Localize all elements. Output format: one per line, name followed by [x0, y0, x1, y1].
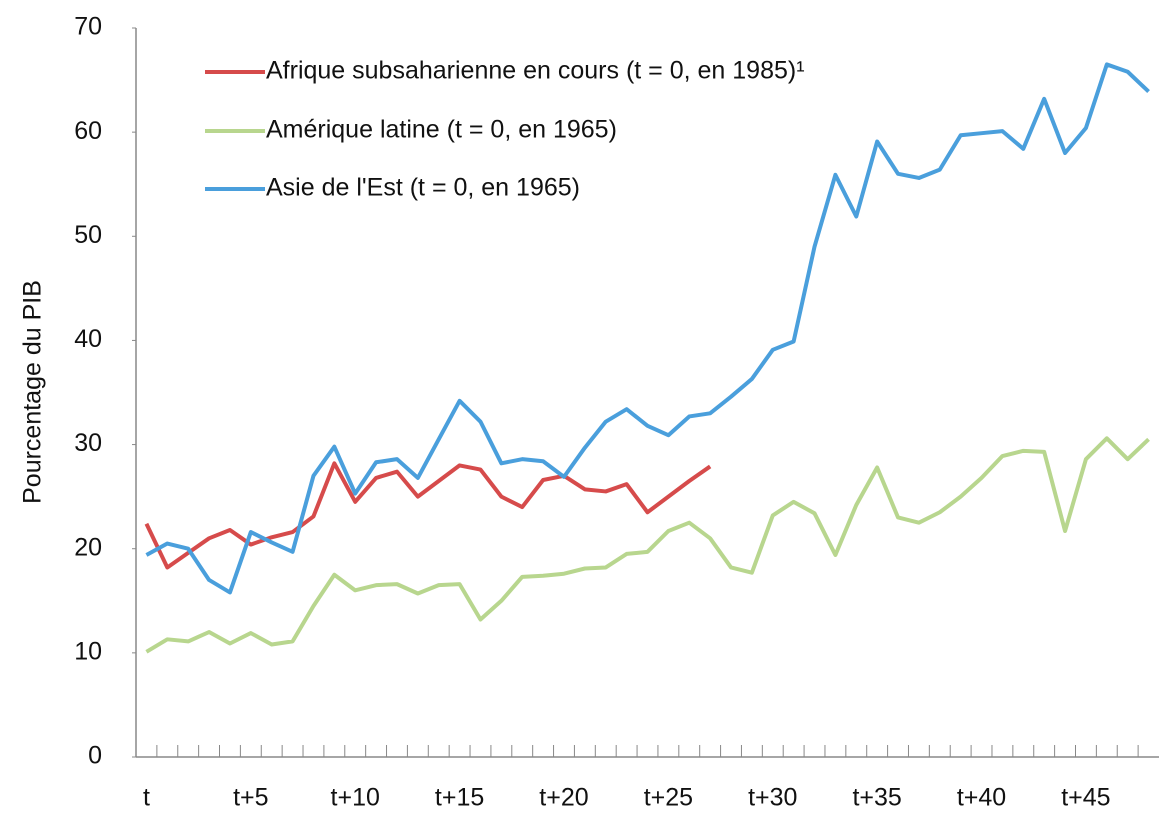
- legend-label: Asie de l'Est (t = 0, en 1965): [266, 174, 580, 202]
- y-axis-label: Pourcentage du PIB: [19, 280, 47, 504]
- series-line: [145, 436, 1150, 654]
- legend-label: Afrique subsaharienne en cours (t = 0, e…: [266, 57, 805, 85]
- series-line: [144, 461, 712, 570]
- x-tick-label: t+20: [539, 784, 588, 812]
- y-tick-label: 40: [74, 325, 102, 353]
- x-tick-label: t+25: [644, 784, 693, 812]
- x-tick-label: t+5: [233, 784, 268, 812]
- y-tick-label: 0: [88, 742, 102, 770]
- x-tick-label: t: [143, 784, 150, 812]
- series-line: [145, 62, 1150, 595]
- legend-label: Amérique latine (t = 0, en 1965): [266, 116, 617, 144]
- y-tick-label: 30: [74, 429, 102, 457]
- y-tick-label: 70: [74, 13, 102, 41]
- x-tick-label: t+15: [435, 784, 484, 812]
- y-tick-label: 50: [74, 221, 102, 249]
- x-tick-label: t+45: [1061, 784, 1110, 812]
- x-tick-label: t+35: [852, 784, 901, 812]
- y-tick-label: 10: [74, 637, 102, 665]
- x-tick-label: t+10: [331, 784, 380, 812]
- x-tick-label: t+40: [957, 784, 1006, 812]
- x-tick-label: t+30: [748, 784, 797, 812]
- y-tick-label: 20: [74, 533, 102, 561]
- y-tick-label: 60: [74, 117, 102, 145]
